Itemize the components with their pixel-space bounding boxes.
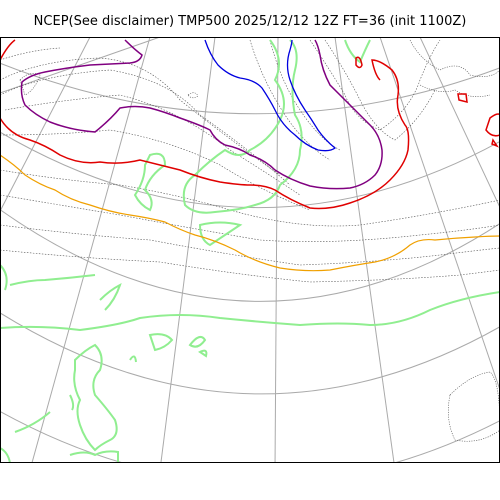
- contour-line: [0, 69, 291, 186]
- contour-line: [99, 283, 122, 311]
- coastline: [448, 371, 500, 442]
- meridian-line: [0, 37, 91, 213]
- blue-contours: [204, 39, 337, 152]
- contour-line: [0, 57, 281, 176]
- red-contours: [0, 39, 500, 210]
- contour-line: [73, 343, 118, 452]
- contour-line: [485, 113, 500, 137]
- contour-line: [182, 39, 303, 214]
- map-background: [0, 37, 500, 463]
- latitude-arc: [0, 410, 500, 463]
- latitude-arc: [0, 209, 500, 302]
- contour-line: [0, 39, 16, 61]
- contour-line: [491, 138, 499, 148]
- contour-line: [457, 93, 468, 103]
- contour-line: [0, 154, 500, 272]
- contour-line: [324, 39, 436, 141]
- contour-line: [0, 447, 11, 463]
- contour-line: [0, 249, 500, 283]
- contour-line: [0, 194, 500, 242]
- meridian-line: [379, 37, 500, 391]
- coastline: [409, 39, 500, 77]
- contour-line: [14, 411, 51, 433]
- meridian-line: [334, 37, 395, 463]
- meridian-line: [274, 37, 279, 463]
- latitude-arc: [0, 62, 500, 115]
- coastline: [19, 73, 41, 96]
- meridian-line: [0, 37, 161, 94]
- meridian-line: [160, 37, 216, 463]
- contour-line: [344, 39, 371, 64]
- thin-contours: [0, 39, 500, 283]
- contour-line: [69, 394, 75, 411]
- coastline: [187, 92, 199, 99]
- contour-line: [0, 264, 96, 291]
- contour-line: [20, 39, 383, 190]
- map-title: NCEP(See disclaimer) TMP500 2025/12/12 1…: [33, 14, 467, 29]
- purple-contours: [20, 39, 383, 190]
- contour-line: [129, 355, 137, 363]
- green-contours: [0, 39, 500, 463]
- contour-line: [133, 152, 167, 212]
- contour-line: [69, 450, 119, 463]
- contour-line: [204, 39, 337, 152]
- contour-line: [148, 333, 174, 352]
- meridian-line: [419, 37, 500, 209]
- contour-line: [188, 335, 208, 358]
- coastlines: [19, 39, 500, 442]
- contour-line: [0, 59, 410, 210]
- contour-line: [0, 47, 61, 61]
- contour-line: [0, 129, 311, 211]
- orange-contours: [0, 154, 500, 272]
- contour-line: [0, 291, 500, 332]
- coastline: [419, 84, 491, 97]
- meridian-line: [31, 37, 151, 463]
- contour-line: [0, 169, 500, 227]
- latitude-arc: [0, 312, 500, 395]
- contour-line: [4, 94, 301, 196]
- contour-line: [355, 56, 363, 69]
- graticule-meridians: [0, 37, 500, 463]
